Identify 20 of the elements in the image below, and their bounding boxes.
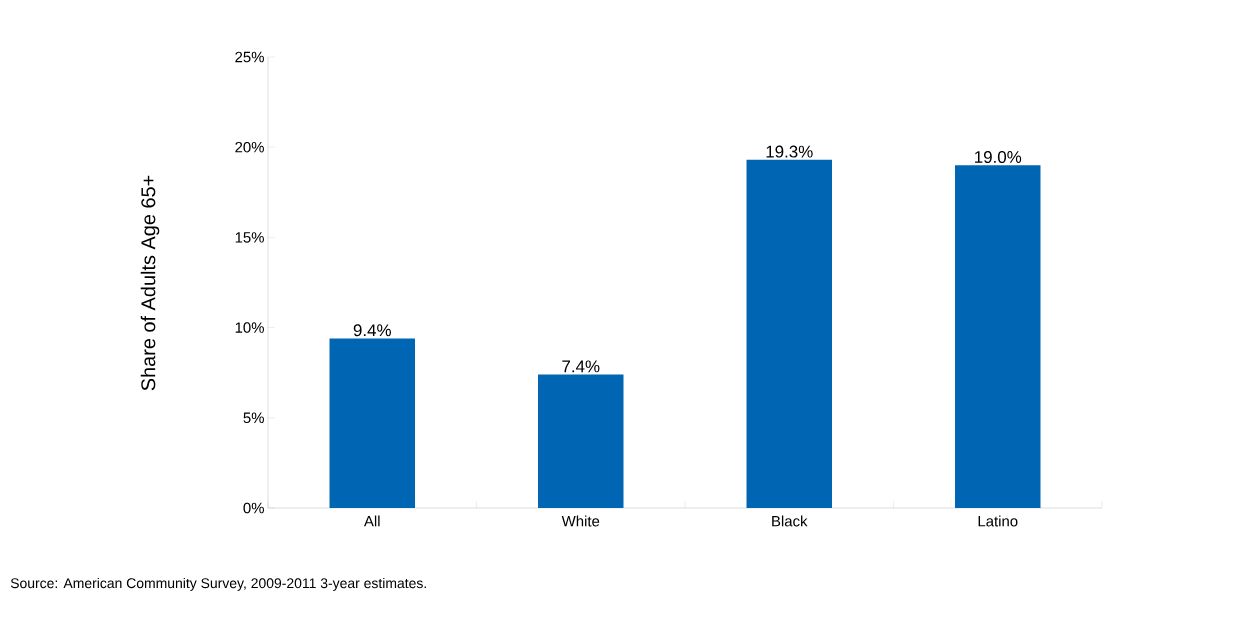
y-tick-label: 0% <box>243 502 264 514</box>
bar <box>955 165 1041 508</box>
data-label: 19.3% <box>766 145 813 158</box>
bar <box>329 338 415 508</box>
y-tick-label: 25% <box>235 51 264 63</box>
y-tick-label: 15% <box>235 232 264 243</box>
y-axis-title: Share of Adults Age 65+ <box>140 175 160 391</box>
y-tick-label: 5% <box>243 412 264 424</box>
y-tick-label: 20% <box>235 141 264 153</box>
x-tick-label: Latino <box>978 515 1018 527</box>
x-tick-label: White <box>561 515 600 527</box>
x-tick-label: All <box>363 515 380 527</box>
bar <box>746 159 832 508</box>
data-label: 19.0% <box>975 151 1022 164</box>
source-note: Source: American Community Survey, 2009-2011 3-year estimates. <box>10 577 426 591</box>
bar <box>538 374 624 508</box>
x-tick-label: Black <box>772 515 808 527</box>
data-label: 7.4% <box>562 360 600 373</box>
data-label: 9.4% <box>353 324 391 337</box>
y-tick-label: 10% <box>235 322 264 333</box>
